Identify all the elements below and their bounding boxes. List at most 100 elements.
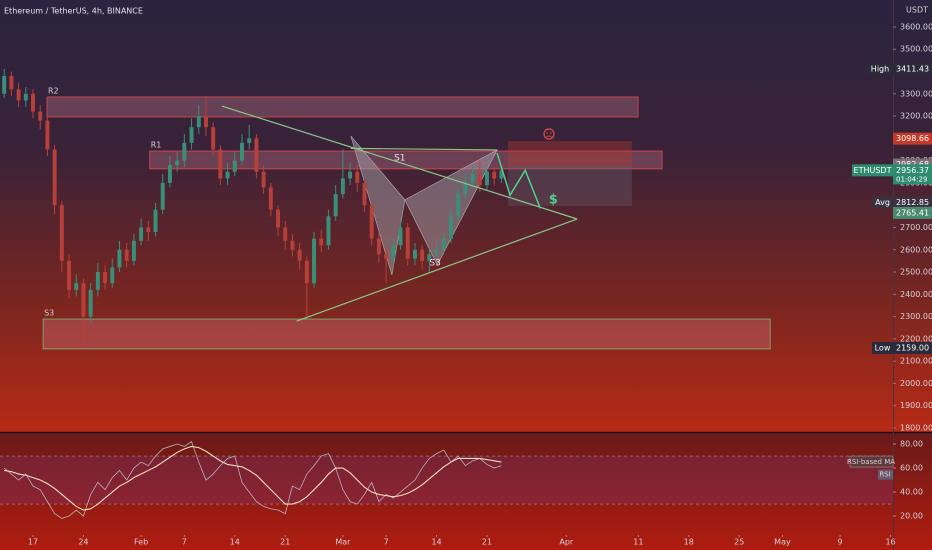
y-tick-label: 1900.00 (900, 401, 932, 410)
price-tag-name: ETHUSDT (854, 166, 892, 175)
rsi-tag (878, 469, 893, 480)
candle-body (103, 272, 108, 284)
price-tag-name-box (867, 62, 893, 75)
candle-body (499, 170, 504, 179)
candle-body (391, 245, 396, 259)
rsi-band (0, 456, 893, 505)
candle-body (312, 238, 317, 284)
y-tick-label: 2100.00 (900, 357, 932, 366)
candle-body (31, 93, 35, 112)
candle-body (67, 260, 72, 290)
candle-body (319, 238, 324, 246)
candle-body (218, 149, 223, 179)
candle-body (434, 249, 439, 255)
y-tick-label: 2400.00 (900, 290, 932, 299)
candle-body (492, 171, 497, 179)
y-tick-label: 3600.00 (900, 22, 932, 31)
price-tag (893, 196, 932, 209)
candle-body (38, 111, 43, 121)
x-tick-label: 16 (885, 538, 895, 547)
candle-body (23, 93, 28, 101)
candle-body (268, 187, 273, 210)
rsi-pane (0, 433, 932, 550)
x-tick-label: 21 (482, 538, 492, 547)
candle-body (225, 171, 230, 179)
candle-body (485, 171, 489, 186)
y-tick-label: 2300.00 (900, 312, 932, 321)
candle-body (196, 116, 201, 128)
candle-body (333, 194, 338, 217)
zone-label: S3 (44, 309, 54, 318)
candle-body (427, 254, 432, 261)
candle-body (153, 209, 158, 232)
x-tick-label: Feb (134, 538, 148, 547)
candle-body (470, 174, 475, 183)
candle-body (326, 216, 331, 246)
zone-label: R1 (151, 141, 162, 150)
price-tag-value: 2956.37 (896, 166, 929, 175)
candle-body (9, 75, 14, 90)
candle-body (81, 283, 86, 317)
candle-body (110, 267, 115, 284)
x-tick-label: 25 (734, 538, 744, 547)
candle-body (160, 182, 165, 210)
candle-body (247, 138, 252, 143)
candle-body (117, 249, 122, 268)
price-tag-value: 3098.66 (896, 134, 929, 143)
price-pane (0, 0, 932, 432)
candle-body (254, 138, 259, 172)
price-tag-value: 3411.43 (896, 64, 929, 73)
candle-body (131, 240, 136, 261)
candle-body (340, 178, 345, 195)
candle-body (2, 75, 7, 94)
price-tag-time: 01:04:29 (896, 175, 927, 183)
candle-body (477, 174, 482, 186)
rsi-ma-tag (849, 455, 894, 468)
candle-body (167, 165, 172, 183)
annotation: $ (549, 192, 558, 207)
x-tick-label: May (774, 538, 791, 547)
candle-body (182, 142, 187, 161)
zone (42, 318, 771, 350)
price-tag-name-box (872, 342, 893, 355)
x-tick-label: 11 (633, 538, 643, 547)
x-tick-label: 7 (384, 538, 389, 547)
candle-body (348, 171, 353, 179)
annotation: S3 (429, 258, 440, 268)
candle-body (232, 160, 237, 172)
y-tick-label: 2000.00 (900, 379, 932, 388)
candle-body (441, 238, 446, 250)
candle-body (45, 120, 50, 150)
price-tag (893, 164, 932, 185)
rsi-y-tick-label: 60.00 (900, 464, 923, 473)
candle-body (297, 249, 302, 261)
chart-title: Ethereum / TetherUS, 4h, BINANCE (4, 7, 143, 16)
x-tick-label: 24 (78, 538, 88, 547)
price-tag-value: 2765.41 (896, 208, 929, 217)
rsi-line (3, 441, 502, 519)
target-box (507, 165, 632, 206)
trend-line (221, 105, 578, 220)
candle-body (398, 227, 403, 246)
price-tag (893, 62, 932, 75)
candle-body (304, 260, 309, 284)
candle-body (456, 194, 461, 217)
candle-body (88, 289, 93, 317)
x-tick-label: 21 (280, 538, 290, 547)
candle-body (146, 227, 151, 232)
candle-body (405, 227, 410, 259)
rsi-y-tick-label: 80.00 (900, 440, 923, 449)
x-tick-label: 7 (182, 538, 187, 547)
price-tag (893, 342, 932, 355)
candle-body (276, 209, 280, 228)
candle-body (283, 227, 288, 241)
zone (149, 150, 663, 170)
x-tick-label: Mar (335, 538, 351, 547)
y-tick-label: 2700.00 (900, 223, 932, 232)
y-tick-label: 2600.00 (900, 245, 932, 254)
candle-body (16, 89, 21, 101)
candle-body (74, 283, 79, 290)
candle-body (362, 182, 367, 206)
y-tick-label: 2500.00 (900, 268, 932, 277)
